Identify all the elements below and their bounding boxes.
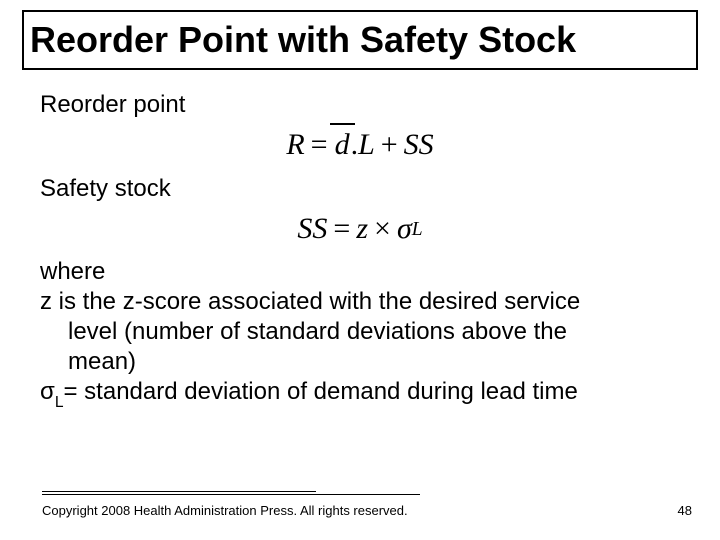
plus-sign: + [375,126,404,164]
dot-operator: . [351,126,359,164]
divider-line-1 [42,491,316,492]
z-def-line1: z is the z-score associated with the des… [40,287,680,317]
sigma-inline: σ [40,378,55,405]
var-SS2: SS [297,210,327,248]
equals-sign: = [305,126,334,164]
var-R: R [286,126,304,164]
divider-line-2 [42,494,420,495]
var-d: d [335,128,350,161]
reorder-point-label: Reorder point [40,90,680,120]
sigma-def-text: = standard deviation of demand during le… [64,378,578,405]
copyright-text: Copyright 2008 Health Administration Pre… [42,503,408,518]
safety-formula: SS = z × σL [297,210,422,248]
reorder-formula: R = d .L + SS [286,126,433,164]
subscript-L: L [412,218,423,242]
slide: Reorder Point with Safety Stock Reorder … [0,0,720,540]
overline-icon [330,123,355,125]
safety-formula-row: SS = z × σL [40,210,680,248]
where-label: where [40,257,680,287]
z-def-line2: level (number of standard deviations abo… [40,317,680,347]
var-z: z [356,210,368,248]
reorder-formula-row: R = d .L + SS [40,126,680,164]
title-box: Reorder Point with Safety Stock [22,10,698,70]
var-L: L [358,126,375,164]
times-sign: × [368,210,397,248]
where-block: where z is the z-score associated with t… [40,257,680,410]
slide-body: Reorder point R = d .L + SS Safety stock… [40,90,680,410]
safety-stock-label: Safety stock [40,174,680,204]
var-d-bar: d [334,126,351,164]
slide-title: Reorder Point with Safety Stock [30,19,576,61]
var-SS: SS [404,126,434,164]
equals-sign-2: = [327,210,356,248]
sigma-inline-sub: L [55,394,64,411]
var-sigma: σ [397,210,412,248]
sigma-def-line: σL= standard deviation of demand during … [40,377,680,410]
page-number: 48 [678,503,692,518]
z-def-line3: mean) [40,347,680,377]
